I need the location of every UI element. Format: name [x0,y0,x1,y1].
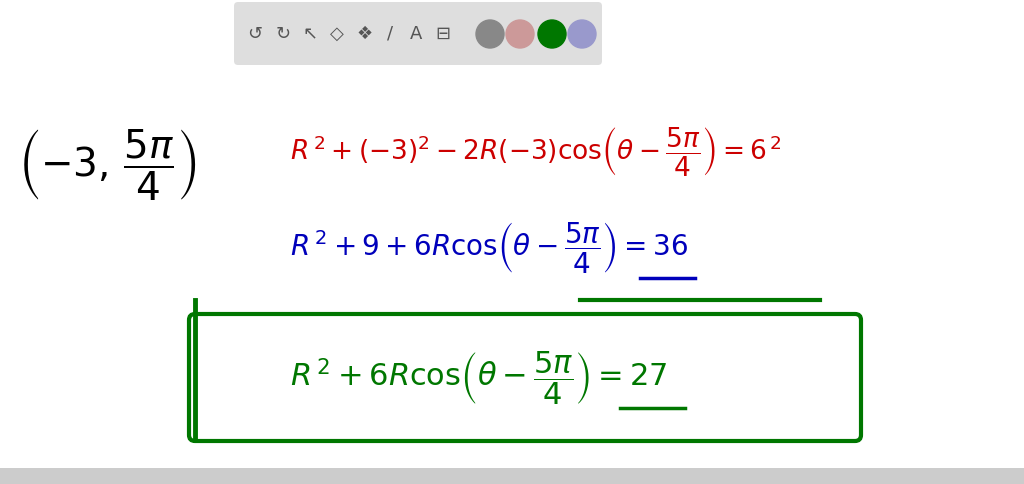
Text: ◇: ◇ [330,25,344,43]
Circle shape [476,20,504,48]
Text: A: A [410,25,422,43]
Text: $R^{\,2} + 6R\cos\!\left(\theta - \dfrac{5\pi}{4}\right) = 27$: $R^{\,2} + 6R\cos\!\left(\theta - \dfrac… [290,349,668,407]
Text: $\left(-3,\,\dfrac{5\pi}{4}\right)$: $\left(-3,\,\dfrac{5\pi}{4}\right)$ [18,127,197,203]
Circle shape [538,20,566,48]
Bar [0,468,1024,484]
FancyBboxPatch shape [234,2,602,65]
Text: $R^{\,2} + 9 + 6R\cos\!\left(\theta - \dfrac{5\pi}{4}\right) = 36$: $R^{\,2} + 9 + 6R\cos\!\left(\theta - \d… [290,221,688,275]
Text: ⊟: ⊟ [435,25,451,43]
Text: /: / [387,25,393,43]
Text: ↖: ↖ [302,25,317,43]
Text: ↺: ↺ [248,25,262,43]
Text: $R^{\,2} + (-3)^2 - 2R(-3)\cos\!\left(\theta - \dfrac{5\pi}{4}\right) = 6^{\,2}$: $R^{\,2} + (-3)^2 - 2R(-3)\cos\!\left(\t… [290,125,781,179]
Circle shape [506,20,534,48]
Text: ❖: ❖ [357,25,373,43]
Circle shape [568,20,596,48]
Text: ↻: ↻ [275,25,291,43]
